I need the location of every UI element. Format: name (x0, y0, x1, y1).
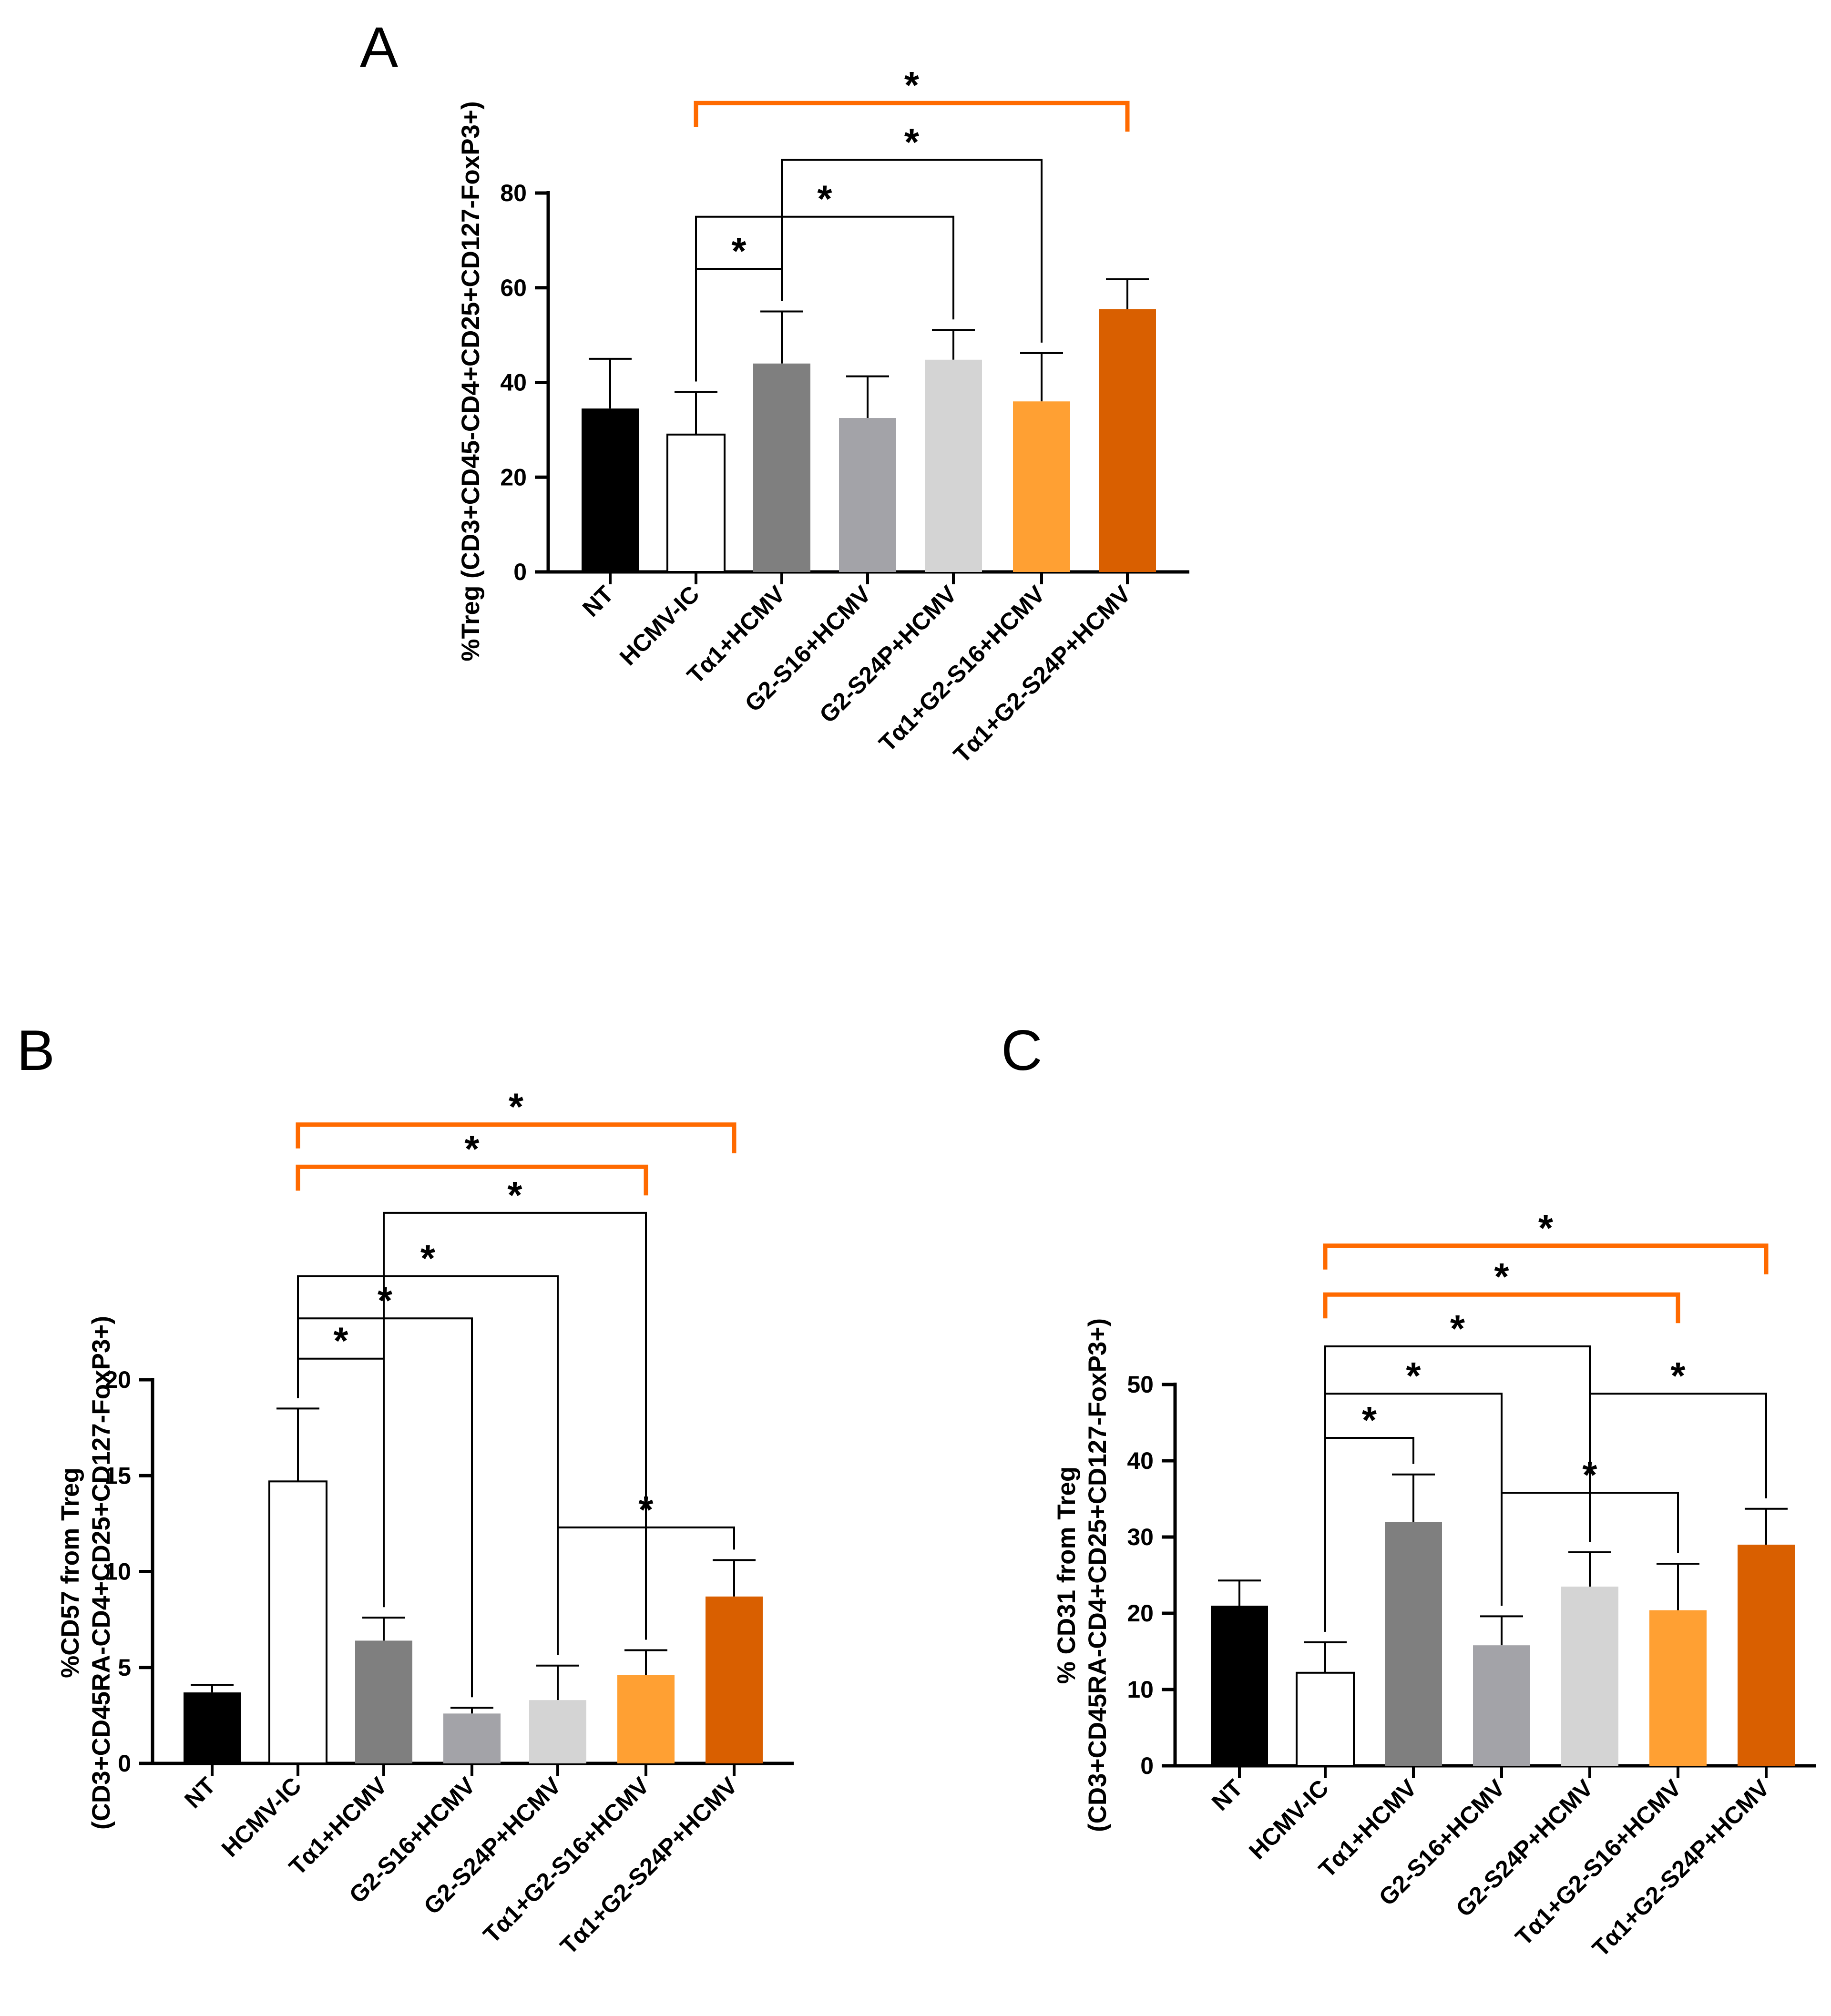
bar (706, 1596, 763, 1763)
y-tick-label: 50 (1127, 1371, 1154, 1398)
panel-letter: C (1001, 1018, 1043, 1082)
x-tick-label: NT (1207, 1774, 1248, 1816)
significance-bracket (1323, 1292, 1680, 1324)
bar (443, 1713, 501, 1763)
significance-star: * (378, 1279, 393, 1322)
y-tick-label: 20 (1127, 1600, 1154, 1627)
y-tick-label: 80 (500, 180, 527, 206)
y-tick-label: 20 (500, 464, 527, 490)
y-axis-title: %CD57 from Treg (56, 1467, 84, 1678)
y-tick-label: 40 (1127, 1447, 1154, 1474)
significance-star: * (509, 1086, 524, 1128)
significance-bracket (383, 1212, 647, 1640)
y-tick-label: 60 (500, 275, 527, 301)
bar (753, 363, 810, 572)
x-tick-label: Tα1+G2-S24P+HCMV (948, 580, 1136, 768)
bar (529, 1700, 586, 1763)
significance-star: * (1670, 1354, 1686, 1397)
y-tick-label: 5 (118, 1654, 131, 1681)
bar (184, 1692, 241, 1763)
significance-star: * (1362, 1399, 1377, 1441)
bar (925, 359, 982, 572)
y-axis-title: (CD3+CD45RA-CD4+CD25+CD127-FoxP3+) (1084, 1318, 1112, 1832)
x-tick-label: HCMV-IC (216, 1772, 307, 1862)
significance-star: * (1450, 1307, 1465, 1350)
significance-star: * (904, 64, 920, 106)
panel-letter: A (360, 15, 398, 79)
bar (1013, 401, 1070, 572)
bar (1296, 1671, 1355, 1767)
x-tick-label: Tα1+G2-S16+HCMV (1510, 1774, 1687, 1951)
significance-star: * (904, 121, 920, 163)
x-tick-label: Tα1+G2-S16+HCMV (478, 1772, 655, 1948)
significance-star: * (817, 178, 832, 220)
bar (355, 1640, 412, 1763)
bar (1385, 1522, 1442, 1766)
y-tick-label: 10 (1127, 1676, 1154, 1703)
y-tick-label: 0 (513, 559, 527, 585)
significance-bracket (694, 101, 1130, 132)
bar (1211, 1606, 1268, 1766)
bar (582, 408, 639, 572)
chart-panel-A: A %Treg (CD3+CD45-CD4+CD25+CD127-FoxP3+) 0… (360, 15, 1189, 768)
bar (1099, 309, 1156, 572)
bar (268, 1480, 327, 1764)
significance-bracket (296, 1122, 736, 1153)
bar (617, 1675, 675, 1763)
x-tick-label: HCMV-IC (1244, 1774, 1334, 1864)
chart-panel-C: C % CD31 from Treg (CD3+CD45RA-CD4+CD25+CD… (1001, 1018, 1816, 1962)
y-tick-label: 10 (104, 1558, 131, 1585)
bar (1649, 1610, 1707, 1766)
y-axis-title: (CD3+CD45RA-CD4+CD25+CD127-FoxP3+) (87, 1316, 115, 1830)
significance-bracket (297, 1275, 559, 1655)
y-axis-title: %Treg (CD3+CD45-CD4+CD25+CD127-FoxP3+) (457, 101, 485, 661)
significance-star: * (1406, 1354, 1421, 1397)
y-tick-label: 40 (500, 369, 527, 396)
x-tick-label: HCMV-IC (614, 580, 705, 671)
significance-star: * (1538, 1207, 1554, 1249)
significance-star: * (333, 1320, 348, 1362)
significance-bracket (296, 1164, 648, 1196)
y-tick-label: 30 (1127, 1524, 1154, 1550)
significance-star: * (507, 1174, 522, 1216)
significance-star: * (420, 1237, 436, 1280)
significance-bracket (1323, 1243, 1769, 1274)
significance-star: * (731, 230, 747, 272)
x-tick-label: NT (577, 580, 619, 622)
x-tick-label: NT (179, 1772, 221, 1813)
bar (839, 418, 896, 572)
y-tick-label: 0 (1140, 1752, 1154, 1779)
y-axis-title: % CD31 from Treg (1053, 1466, 1081, 1684)
chart-panel-B: B %CD57 from Treg (CD3+CD45RA-CD4+CD25+CD1… (17, 1018, 794, 1960)
x-tick-label: Tα1+G2-S24P+HCMV (1587, 1774, 1775, 1962)
significance-bracket (781, 159, 1043, 343)
bar (1561, 1587, 1618, 1766)
bar (666, 433, 726, 573)
x-tick-label: Tα1+G2-S16+HCMV (874, 580, 1050, 757)
y-tick-label: 0 (118, 1750, 131, 1777)
panel-letter: B (17, 1018, 55, 1082)
significance-star: * (1494, 1255, 1509, 1298)
y-tick-label: 15 (104, 1462, 131, 1489)
significance-bracket (1324, 1345, 1591, 1632)
bar (1473, 1645, 1530, 1766)
significance-bracket (695, 215, 954, 382)
x-tick-label: Tα1+G2-S24P+HCMV (555, 1772, 743, 1960)
bar (1738, 1545, 1795, 1766)
significance-star: * (464, 1128, 480, 1170)
y-tick-label: 20 (104, 1366, 131, 1393)
